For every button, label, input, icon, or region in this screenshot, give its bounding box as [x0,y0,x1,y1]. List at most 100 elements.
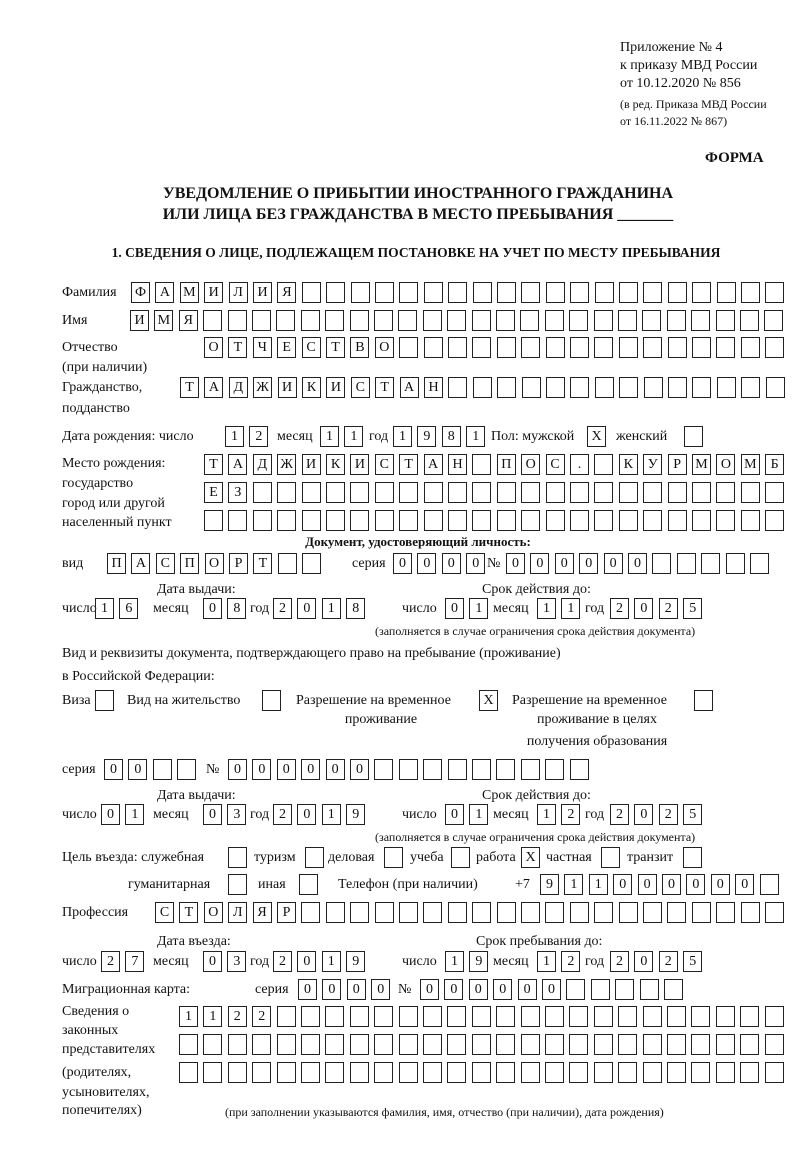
char-box[interactable] [545,1062,564,1083]
char-box[interactable] [472,510,492,531]
char-box[interactable]: Ж [253,377,273,398]
char-box[interactable]: П [107,553,126,574]
char-box[interactable] [398,310,418,331]
char-box[interactable]: Т [179,902,199,923]
char-box[interactable] [725,553,745,574]
char-box[interactable] [300,310,320,331]
char-box[interactable] [496,310,515,331]
char-box[interactable] [497,282,516,303]
char-box[interactable]: И [130,310,149,331]
char-box[interactable] [496,902,516,923]
char-box[interactable]: 1 [469,598,489,619]
char-box[interactable]: А [155,282,175,303]
char-box[interactable]: . [570,454,589,475]
char-box[interactable] [399,282,419,303]
char-box[interactable] [716,337,736,358]
char-box[interactable]: 0 [350,759,369,780]
char-box[interactable]: 8 [227,598,247,619]
char-box[interactable] [447,310,467,331]
char-box[interactable] [447,759,467,780]
char-box[interactable]: 0 [445,598,464,619]
char-box[interactable] [692,482,711,503]
char-box[interactable] [472,454,492,475]
checkbox[interactable] [451,847,470,868]
char-box[interactable]: О [204,553,224,574]
char-box[interactable] [544,310,564,331]
char-box[interactable]: 0 [322,979,342,1000]
char-box[interactable]: 0 [517,979,537,1000]
char-box[interactable] [759,874,779,895]
char-box[interactable]: 0 [530,553,550,574]
char-box[interactable] [276,1062,296,1083]
char-box[interactable]: 0 [228,759,247,780]
char-box[interactable]: 0 [444,979,464,1000]
char-box[interactable] [520,1034,540,1055]
char-box[interactable]: 1 [179,1006,198,1027]
char-box[interactable]: 0 [420,979,439,1000]
char-box[interactable] [676,553,696,574]
char-box[interactable] [276,1006,296,1027]
char-box[interactable]: 0 [346,979,366,1000]
char-box[interactable] [276,310,296,331]
char-box[interactable]: В [350,337,370,358]
char-box[interactable]: 0 [628,553,647,574]
char-box[interactable] [701,553,721,574]
char-box[interactable]: 2 [658,804,678,825]
char-box[interactable] [667,282,687,303]
char-box[interactable] [423,282,443,303]
char-box[interactable]: 9 [469,951,489,972]
char-box[interactable] [546,377,565,398]
char-box[interactable] [668,377,687,398]
char-box[interactable] [471,1062,491,1083]
char-box[interactable]: И [253,282,272,303]
char-box[interactable] [399,510,419,531]
checkbox[interactable] [601,847,620,868]
char-box[interactable]: О [521,454,541,475]
char-box[interactable] [593,310,613,331]
char-box[interactable]: 2 [610,951,629,972]
checkbox[interactable]: X [521,847,540,868]
char-box[interactable] [374,1006,394,1027]
checkbox[interactable] [305,847,324,868]
char-box[interactable] [740,902,760,923]
checkbox[interactable] [95,690,114,711]
char-box[interactable] [569,310,589,331]
char-box[interactable] [422,310,442,331]
char-box[interactable] [252,310,271,331]
char-box[interactable] [471,310,491,331]
char-box[interactable]: 2 [561,951,581,972]
char-box[interactable] [301,1034,320,1055]
char-box[interactable]: 0 [466,553,486,574]
char-box[interactable]: Е [204,482,223,503]
char-box[interactable]: 3 [227,804,247,825]
char-box[interactable] [521,510,541,531]
char-box[interactable] [619,377,639,398]
char-box[interactable]: А [399,377,419,398]
char-box[interactable]: 5 [683,598,703,619]
char-box[interactable] [350,482,370,503]
char-box[interactable]: 0 [325,759,345,780]
char-box[interactable] [643,902,662,923]
char-box[interactable] [277,553,297,574]
char-box[interactable] [496,482,516,503]
char-box[interactable]: Т [204,454,223,475]
char-box[interactable]: 0 [710,874,730,895]
char-box[interactable]: Н [448,454,467,475]
char-box[interactable] [691,1062,711,1083]
char-box[interactable] [350,510,370,531]
char-box[interactable] [545,759,565,780]
char-box[interactable]: 1 [537,951,556,972]
char-box[interactable] [570,510,589,531]
char-box[interactable]: 2 [273,598,292,619]
char-box[interactable] [642,1062,662,1083]
char-box[interactable] [545,337,565,358]
char-box[interactable] [570,377,590,398]
char-box[interactable] [349,1062,369,1083]
char-box[interactable] [590,979,610,1000]
char-box[interactable]: Т [375,377,395,398]
char-box[interactable] [618,902,638,923]
char-box[interactable] [594,337,614,358]
char-box[interactable] [520,1006,540,1027]
char-box[interactable] [740,337,760,358]
char-box[interactable] [252,1034,272,1055]
